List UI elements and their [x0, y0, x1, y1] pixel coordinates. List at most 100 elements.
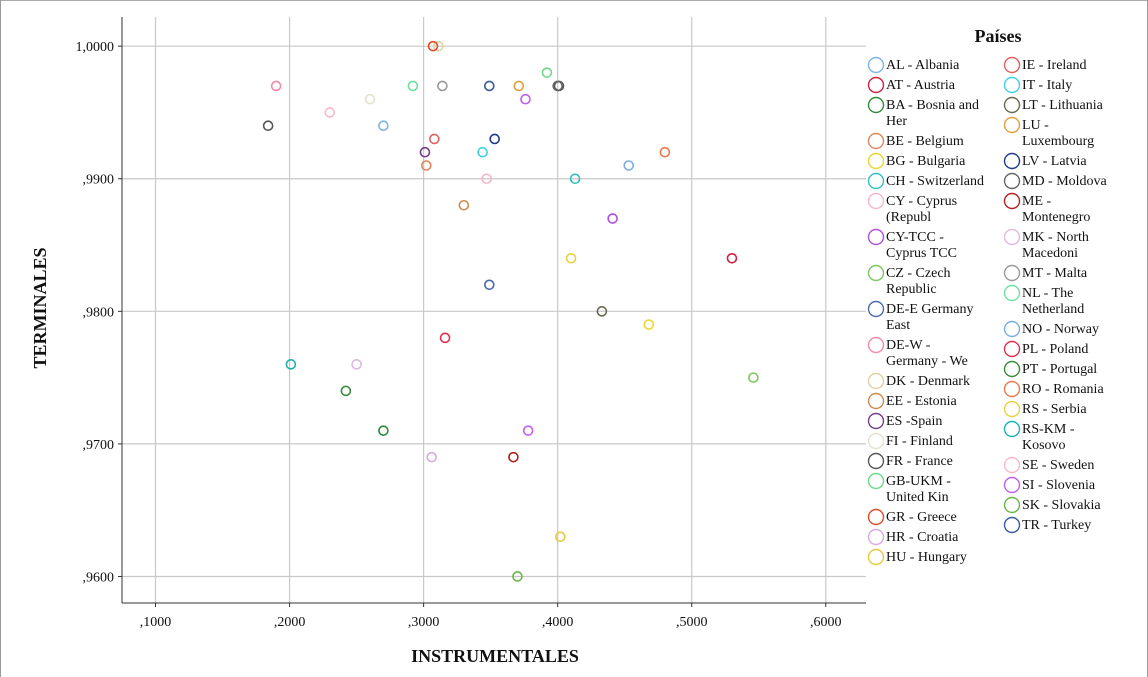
legend-marker [1003, 496, 1021, 514]
data-point [484, 80, 495, 92]
legend-marker [867, 228, 885, 246]
data-point [439, 332, 451, 344]
legend-label: SI - Slovenia [1022, 478, 1096, 493]
legend-label: PL - Poland [1022, 342, 1088, 357]
x-axis-title: INSTRUMENTALES [411, 646, 579, 666]
x-tick-label: ,6000 [810, 615, 842, 630]
legend-label: PT - Portugal [1022, 362, 1097, 377]
data-point [508, 451, 519, 463]
legend-marker [1003, 96, 1021, 114]
y-tick-label: ,9600 [83, 570, 115, 585]
legend-marker [1003, 380, 1021, 398]
legend-label: SK - Slovakia [1022, 498, 1101, 513]
legend-marker [1003, 340, 1021, 358]
data-point [427, 40, 439, 52]
x-tick-label: ,2000 [274, 615, 306, 630]
legend-label: IT - Italy [1022, 78, 1072, 93]
legend-marker [1003, 360, 1021, 378]
y-axis-title: TERMINALES [30, 247, 50, 368]
legend-label: CY-TCC - [886, 230, 944, 245]
x-tick-label: ,1000 [140, 615, 172, 630]
x-tick-label: ,5000 [676, 615, 708, 630]
legend-marker [1003, 284, 1021, 302]
legend-label: CH - Switzerland [886, 174, 984, 189]
data-points [262, 40, 759, 582]
legend-label: DK - Denmark [886, 374, 970, 389]
data-point [541, 67, 553, 78]
data-point [555, 531, 566, 543]
legend-marker [867, 452, 885, 470]
legend-label: RO - Romania [1022, 382, 1104, 397]
legend-label: LT - Lithuania [1022, 98, 1104, 113]
legend-marker [1003, 192, 1021, 210]
legend-marker [867, 300, 885, 318]
data-point [407, 80, 419, 92]
legend-marker [1003, 116, 1021, 134]
legend-label: CY - Cyprus [886, 194, 957, 209]
legend-marker [867, 336, 885, 354]
legend-label: BG - Bulgaria [886, 154, 966, 169]
y-tick-label: ,9800 [83, 305, 115, 320]
legend-label: TR - Turkey [1022, 518, 1091, 533]
data-point [437, 80, 448, 92]
data-point [569, 173, 581, 185]
data-point [607, 213, 618, 224]
legend-label: AL - Albania [886, 58, 960, 73]
legend-marker [867, 432, 885, 450]
legend-marker [1003, 152, 1021, 170]
x-tick-label: ,3000 [408, 615, 440, 630]
legend-label: LV - Latvia [1022, 154, 1087, 169]
frame-left-border [0, 0, 1, 677]
legend-marker [867, 264, 885, 282]
legend-label: RS - Serbia [1022, 402, 1087, 417]
legend-label: HU - Hungary [886, 550, 967, 565]
legend-label: Netherland [1022, 302, 1084, 317]
data-point [262, 120, 274, 132]
legend-marker [867, 56, 885, 74]
legend-marker [1003, 56, 1021, 74]
legend-label: BA - Bosnia and [886, 98, 979, 113]
legend-marker [1003, 172, 1021, 190]
legend-marker [1003, 476, 1021, 494]
legend-marker [867, 528, 885, 546]
legend-label: AT - Austria [886, 78, 956, 93]
legend-marker [1003, 264, 1021, 282]
legend-marker [867, 132, 885, 150]
data-point [285, 359, 297, 370]
data-point [364, 93, 376, 105]
legend-label: Cyprus TCC [886, 246, 957, 261]
grid-lines [122, 17, 866, 603]
legend-marker [1003, 456, 1021, 474]
legend-label: ES -Spain [886, 414, 942, 429]
legend-marker [867, 372, 885, 390]
legend-label: CZ - Czech [886, 266, 951, 281]
legend-label: ME - [1022, 194, 1052, 209]
legend-label: MD - Moldova [1022, 174, 1108, 189]
data-point [623, 160, 635, 171]
legend-label: HR - Croatia [886, 530, 959, 545]
data-point [429, 133, 440, 145]
data-point [596, 306, 608, 317]
legend-marker [867, 392, 885, 410]
legend-label: BE - Belgium [886, 134, 964, 149]
legend-label: Kosovo [1022, 438, 1066, 453]
data-point [748, 372, 759, 383]
y-tick-label: 1,0000 [76, 40, 115, 55]
legend-label: IE - Ireland [1022, 58, 1087, 73]
data-point [458, 199, 470, 211]
legend-label: NO - Norway [1022, 322, 1099, 337]
legend-label: RS-KM - [1022, 422, 1075, 437]
legend-label: NL - The [1022, 286, 1073, 301]
legend-label: Germany - We [886, 354, 968, 369]
data-point [726, 252, 738, 264]
legend-label: Macedoni [1022, 246, 1078, 261]
x-tick-label: ,4000 [542, 615, 574, 630]
legend-label: Her [886, 114, 907, 129]
legend: Países AL - Albania AT - Austria BA - Bosn… [867, 26, 1108, 566]
legend-label: United Kin [886, 490, 949, 505]
legend-marker [867, 96, 885, 114]
data-point [643, 319, 655, 330]
legend-marker [1003, 516, 1021, 534]
